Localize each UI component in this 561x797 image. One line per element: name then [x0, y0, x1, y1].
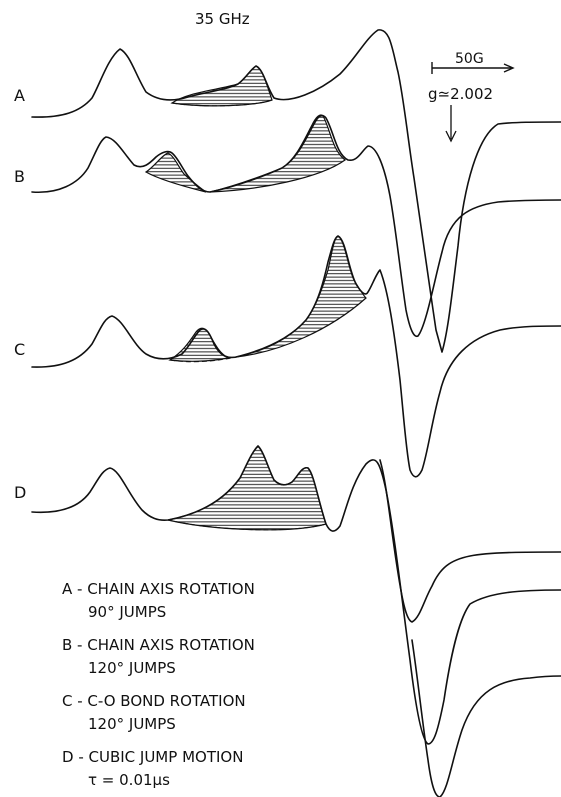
trace-c: C: [14, 235, 561, 478]
trace-b: B: [14, 114, 561, 338]
trace-b-hatched-peak-1: [144, 152, 207, 193]
frequency-label: 35 GHz: [195, 10, 250, 28]
legend-a-line2: 90° JUMPS: [88, 603, 166, 621]
trace-label-a: A: [14, 86, 25, 105]
trace-f-line: [411, 639, 561, 797]
legend-b-line1: B - CHAIN AXIS ROTATION: [62, 636, 255, 654]
trace-c-line: [31, 235, 561, 478]
trace-a-hatched-peak: [170, 65, 273, 107]
trace-e-line: [379, 459, 561, 623]
legend-c-line1: C - C-O BOND ROTATION: [62, 692, 246, 710]
trace-label-c: C: [14, 340, 25, 359]
legend-a-line1: A - CHAIN AXIS ROTATION: [62, 580, 255, 598]
trace-right-continuations: [379, 459, 561, 797]
trace-d: D: [14, 445, 561, 745]
trace-d-hatched-peaks: [167, 445, 327, 531]
trace-b-hatched-peak-2: [209, 114, 347, 193]
trace-b-line: [31, 114, 561, 338]
legend-d-line2: τ = 0.01μs: [88, 771, 170, 789]
trace-a: A: [14, 29, 561, 353]
trace-d-line: [31, 445, 561, 745]
scale-bar-label: 50G: [455, 51, 484, 67]
legend-c-line2: 120° JUMPS: [88, 715, 176, 733]
trace-a-line: [31, 29, 561, 353]
legend-b-line2: 120° JUMPS: [88, 659, 176, 677]
scale-bar: 50G: [431, 51, 515, 74]
g-value-label: g≃2.002: [428, 85, 493, 103]
g-value-marker: g≃2.002: [428, 85, 493, 143]
legend: A - CHAIN AXIS ROTATION 90° JUMPS B - CH…: [62, 580, 255, 789]
trace-label-d: D: [14, 483, 26, 502]
legend-d-line1: D - CUBIC JUMP MOTION: [62, 748, 243, 766]
trace-label-b: B: [14, 167, 25, 186]
